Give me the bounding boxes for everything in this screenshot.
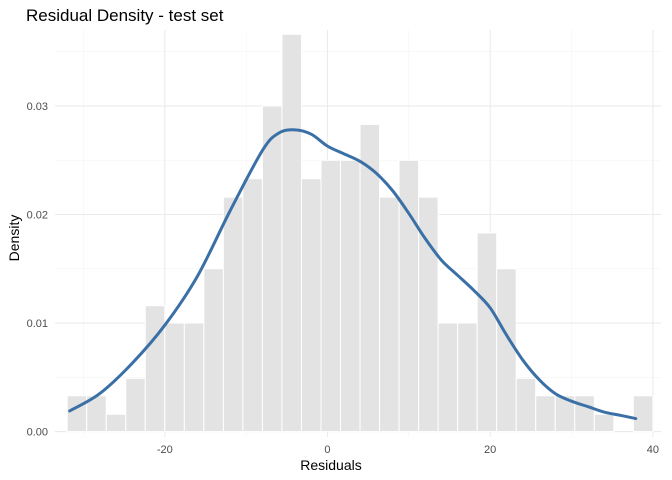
histogram-bar: [125, 377, 146, 433]
density-curve-layer: [68, 128, 638, 421]
histogram-bar: [476, 232, 498, 433]
y-tick-label: 0.00: [27, 427, 48, 439]
histogram-bar: [222, 196, 244, 433]
histogram-bar: [496, 268, 517, 433]
histogram-bar: [593, 413, 615, 433]
histogram-bar: [242, 178, 263, 433]
histogram-bars: [66, 33, 654, 433]
chart-title: Residual Density - test set: [26, 6, 224, 25]
histogram-bar: [535, 395, 556, 433]
histogram-bar: [300, 178, 322, 433]
x-tick-label: 0: [324, 444, 330, 456]
x-tick-label: -20: [157, 444, 173, 456]
density-curve: [68, 128, 638, 421]
histogram-bar: [320, 159, 342, 433]
histogram-bar: [437, 322, 459, 433]
histogram-bar: [457, 322, 478, 433]
histogram-bar: [105, 413, 127, 433]
x-axis-title: Residuals: [300, 457, 361, 473]
histogram-bar: [359, 123, 381, 433]
x-tick-label: 40: [647, 444, 659, 456]
histogram-bar: [281, 33, 302, 433]
histogram-bar: [574, 395, 595, 433]
y-tick-label: 0.01: [27, 318, 48, 330]
histogram-bar: [183, 322, 205, 433]
y-tick-label: 0.02: [27, 210, 48, 222]
histogram-bar: [632, 395, 654, 433]
histogram-bar: [164, 322, 185, 433]
histogram-bar: [418, 196, 439, 433]
histogram-bar: [340, 159, 361, 433]
histogram-bar: [144, 305, 166, 433]
x-tick-label: 20: [484, 444, 496, 456]
y-tick-label: 0.03: [27, 101, 48, 113]
histogram-bar: [203, 268, 224, 433]
histogram-bar: [261, 105, 283, 433]
x-axis-ticks: -20 0 20 40: [157, 444, 659, 456]
y-axis-ticks: 0.00 0.01 0.02 0.03: [27, 101, 48, 439]
histogram-bar: [515, 377, 537, 433]
histogram-bar: [66, 395, 88, 433]
y-axis-title: Density: [6, 215, 22, 262]
histogram-bar: [379, 196, 400, 433]
